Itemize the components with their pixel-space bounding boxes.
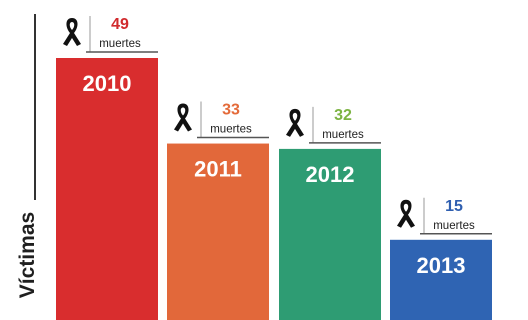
- ribbon-shape: [397, 199, 415, 228]
- mourning-ribbon-icon: [286, 108, 304, 137]
- bar-value-label: 32: [334, 107, 352, 124]
- bar-year-label: 2011: [194, 157, 242, 182]
- bar-value-label: 15: [445, 198, 463, 215]
- bar-year-label: 2013: [417, 253, 466, 278]
- ribbon-shape: [174, 103, 192, 132]
- ribbon-shape: [63, 18, 81, 46]
- mourning-ribbon-icon: [397, 199, 415, 228]
- bar-value-label: 33: [222, 102, 240, 119]
- bar: [56, 58, 158, 320]
- bar: [167, 143, 269, 320]
- bar-unit-label: muertes: [210, 124, 252, 136]
- bar-unit-label: muertes: [322, 129, 364, 141]
- ribbon-shape: [286, 108, 304, 137]
- bar-unit-label: muertes: [433, 220, 475, 232]
- bar-value-label: 49: [111, 16, 129, 33]
- bar-unit-label: muertes: [99, 38, 141, 50]
- bar-year-label: 2010: [83, 71, 132, 96]
- bar-group: 2013 15 muertes: [390, 197, 492, 320]
- mourning-ribbon-icon: [174, 103, 192, 132]
- bar: [279, 148, 381, 320]
- bar: [390, 239, 492, 320]
- mourning-ribbon-icon: [63, 18, 81, 46]
- bar-group: 2010 49 muertes: [56, 16, 158, 320]
- y-axis-line: [34, 14, 36, 200]
- bar-group: 2011 33 muertes: [167, 101, 269, 320]
- bar-group: 2012 32 muertes: [279, 106, 381, 320]
- bar-year-label: 2012: [306, 162, 355, 187]
